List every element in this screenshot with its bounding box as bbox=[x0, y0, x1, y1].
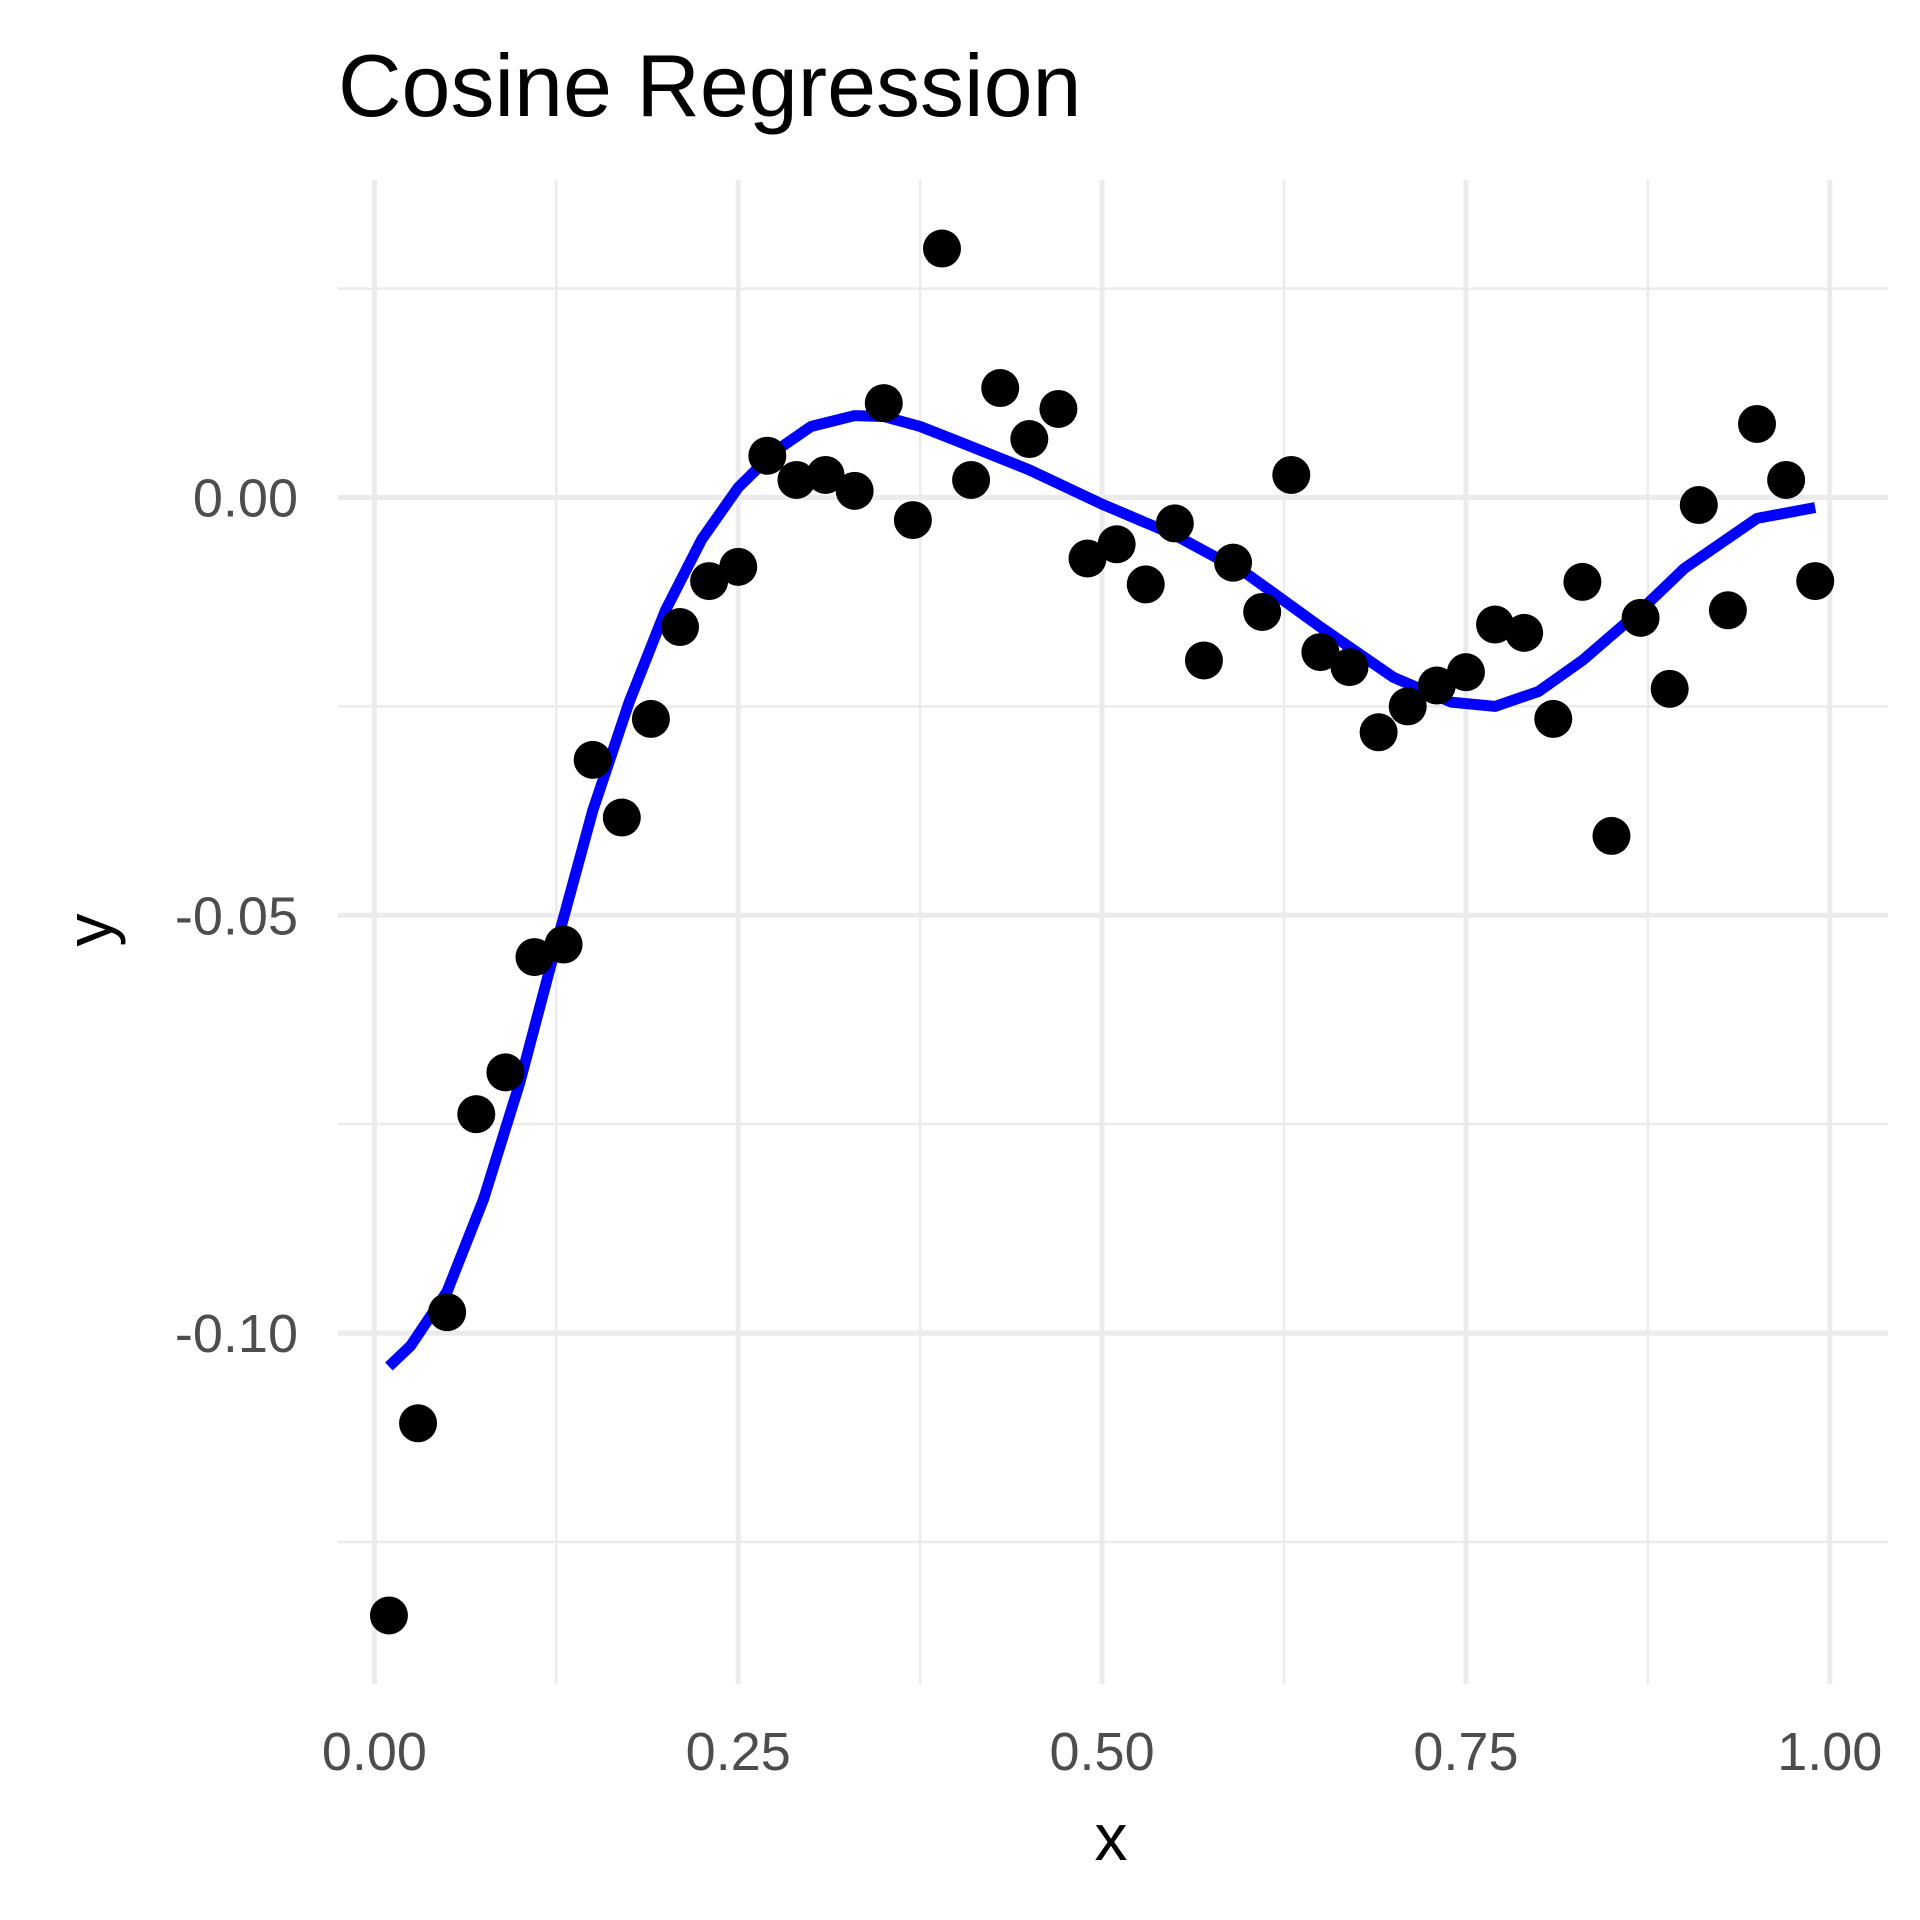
data-point bbox=[1184, 641, 1223, 680]
data-point bbox=[631, 699, 670, 738]
data-point bbox=[661, 608, 700, 647]
data-point bbox=[864, 384, 903, 423]
data-point bbox=[1039, 389, 1078, 428]
data-point bbox=[806, 455, 845, 494]
data-point bbox=[1388, 687, 1427, 726]
data-point bbox=[952, 460, 991, 499]
data-point bbox=[1592, 816, 1631, 855]
data-point bbox=[1155, 504, 1194, 543]
y-axis-ticks: 0.00 -0.05 -0.10 bbox=[175, 469, 298, 1365]
data-point bbox=[1650, 669, 1689, 708]
data-point bbox=[1272, 455, 1311, 494]
data-point bbox=[1214, 543, 1253, 582]
data-point bbox=[1068, 539, 1107, 578]
y-axis-title: y bbox=[52, 914, 126, 947]
data-point bbox=[573, 740, 612, 779]
points-layer bbox=[369, 229, 1835, 1635]
data-point bbox=[893, 501, 932, 540]
data-point bbox=[1767, 460, 1806, 499]
data-point bbox=[1563, 562, 1602, 601]
data-point bbox=[719, 547, 758, 586]
x-tick-label: 0.50 bbox=[1050, 1722, 1155, 1782]
data-point bbox=[515, 938, 554, 977]
data-point bbox=[1505, 613, 1544, 652]
y-tick-label: -0.10 bbox=[175, 1304, 298, 1364]
x-axis-ticks: 0.00 0.25 0.50 0.75 1.00 bbox=[322, 1722, 1883, 1782]
data-point bbox=[1621, 598, 1660, 637]
data-point bbox=[486, 1053, 525, 1092]
data-point bbox=[1243, 592, 1282, 631]
data-point bbox=[1126, 565, 1165, 604]
data-point bbox=[1476, 605, 1515, 644]
data-point bbox=[1097, 525, 1136, 564]
data-point bbox=[748, 436, 787, 475]
data-point bbox=[602, 798, 641, 837]
data-point bbox=[922, 229, 961, 268]
data-point bbox=[835, 471, 874, 510]
x-tick-label: 1.00 bbox=[1777, 1722, 1882, 1782]
data-point bbox=[981, 369, 1020, 408]
y-tick-label: -0.05 bbox=[175, 886, 298, 946]
data-point bbox=[1534, 699, 1573, 738]
data-point bbox=[690, 562, 729, 601]
data-point bbox=[1301, 633, 1340, 672]
x-tick-label: 0.75 bbox=[1413, 1722, 1518, 1782]
data-point bbox=[1738, 404, 1777, 443]
data-point bbox=[457, 1095, 496, 1134]
data-point bbox=[1417, 666, 1456, 705]
y-tick-label: 0.00 bbox=[193, 469, 298, 529]
data-point bbox=[399, 1404, 438, 1443]
data-point bbox=[369, 1596, 408, 1635]
data-point bbox=[428, 1293, 467, 1332]
chart-title: Cosine Regression bbox=[338, 36, 1082, 135]
data-point bbox=[1796, 562, 1835, 601]
data-point bbox=[544, 925, 583, 964]
data-point bbox=[1359, 713, 1398, 752]
data-point bbox=[777, 460, 816, 499]
data-point bbox=[1330, 648, 1369, 687]
data-point bbox=[1010, 420, 1049, 459]
data-point bbox=[1708, 591, 1747, 630]
x-tick-label: 0.00 bbox=[322, 1722, 427, 1782]
x-axis-title: x bbox=[1095, 1800, 1128, 1874]
data-point bbox=[1446, 653, 1485, 692]
data-point bbox=[1679, 486, 1718, 525]
x-tick-label: 0.25 bbox=[686, 1722, 791, 1782]
